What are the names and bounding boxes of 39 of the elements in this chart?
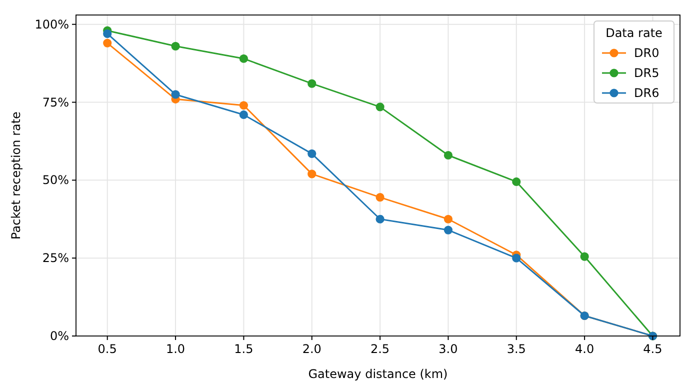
y-tick-label: 100%: [34, 17, 69, 32]
point: [239, 101, 248, 110]
point: [171, 90, 180, 99]
x-tick-label: 3.5: [506, 342, 526, 356]
x-tick-label: 2.0: [302, 342, 322, 356]
point: [444, 214, 453, 224]
x-tick-label: 2.5: [370, 342, 390, 356]
y-tick-label: 0%: [50, 329, 69, 343]
point: [239, 54, 248, 63]
point: [376, 214, 384, 224]
x-tick-label: 0.5: [98, 342, 117, 356]
legend-label: DR0: [634, 46, 660, 60]
point: [103, 29, 112, 38]
point: [444, 150, 453, 160]
legend-title: Data rate: [606, 26, 662, 40]
x-tick-label: 1.5: [234, 342, 254, 356]
x-tick-label: 4.5: [643, 342, 662, 356]
legend-label: DR6: [634, 86, 660, 100]
y-tick-label: 25%: [42, 251, 69, 266]
point: [444, 226, 453, 234]
point: [308, 149, 316, 158]
legend-label: DR5: [634, 66, 660, 80]
point: [376, 102, 384, 112]
point: [171, 42, 180, 50]
point: [376, 193, 384, 202]
point: [308, 170, 316, 178]
point: [580, 252, 589, 261]
point: [512, 177, 521, 186]
y-axis-title: Packet reception rate: [9, 112, 23, 240]
point: [103, 38, 112, 48]
x-tick-label: 4.0: [575, 342, 594, 356]
x-tick-label: 3.0: [438, 342, 458, 356]
x-axis-title: Gateway distance (km): [308, 367, 448, 381]
y-tick-label: 75%: [42, 95, 69, 110]
point: [512, 254, 521, 262]
y-tick-label: 50%: [42, 173, 69, 188]
x-tick-label: 1.0: [166, 342, 186, 356]
point: [239, 110, 248, 120]
point: [308, 79, 316, 88]
